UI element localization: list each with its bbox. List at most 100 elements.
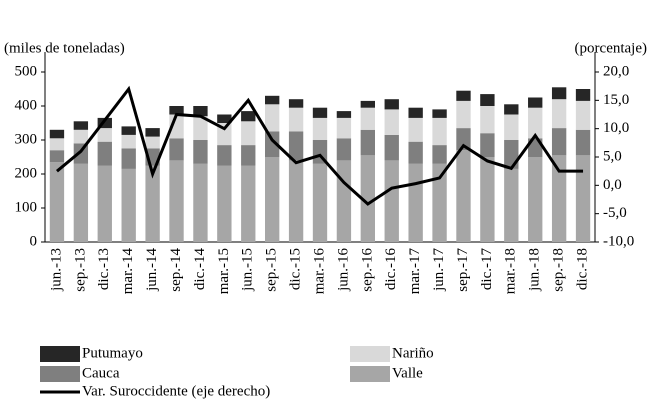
legend-label: Cauca (82, 365, 120, 381)
bar (145, 128, 160, 137)
x-tick-label: dic.-13 (96, 248, 112, 290)
bar (408, 163, 423, 242)
legend-swatch (350, 346, 390, 362)
bar (384, 134, 399, 161)
bar (551, 128, 567, 156)
bar (97, 117, 112, 129)
bar (241, 145, 256, 166)
y2-tick-label: 20,0 (603, 63, 629, 79)
bar (432, 117, 447, 146)
bar (575, 155, 591, 242)
bar (265, 104, 280, 132)
x-tick-label: dic.-17 (479, 248, 495, 291)
x-tick-label: mar.-16 (311, 248, 327, 295)
bar (551, 99, 567, 129)
x-tick-label: mar.-17 (407, 248, 423, 295)
legend-label: Valle (392, 365, 423, 381)
x-tick-label: mar.-18 (503, 248, 519, 294)
bar (360, 155, 375, 242)
y-tick-label: 0 (30, 233, 38, 249)
legend-label: Var. Suroccidente (eje derecho) (82, 383, 270, 399)
bar (480, 157, 495, 242)
bar (241, 111, 256, 122)
bar (49, 162, 65, 242)
bar (217, 145, 232, 166)
y2-tick-label: 0,0 (603, 177, 622, 193)
bar (528, 157, 543, 242)
bar (193, 163, 208, 242)
bar (575, 89, 591, 101)
bar (384, 99, 399, 110)
bar (360, 100, 375, 108)
bar (73, 163, 89, 242)
bar (193, 106, 208, 117)
bar (169, 106, 184, 115)
bar (217, 165, 232, 242)
bar (456, 100, 471, 129)
bar (528, 97, 543, 108)
bar (49, 150, 65, 163)
y2-axis-label: (porcentaje) (575, 40, 647, 56)
bar (432, 163, 447, 242)
bar (528, 107, 543, 139)
line (55, 85, 584, 206)
x-tick-label: mar.-15 (216, 248, 232, 294)
bar (336, 111, 352, 118)
bar (312, 117, 328, 140)
y-tick-label: 100 (15, 199, 38, 215)
x-tick-label: sep.-18 (551, 248, 567, 292)
bar (480, 133, 495, 157)
x-tick-label: jun.-13 (48, 248, 64, 292)
bar (121, 126, 136, 135)
bar (121, 134, 136, 149)
bar (360, 129, 375, 156)
bar (384, 109, 399, 135)
x-tick-label: sep.-13 (72, 248, 88, 292)
bar (193, 116, 208, 140)
bar (504, 168, 519, 242)
legend-swatch (350, 366, 390, 382)
bar (288, 99, 304, 108)
x-tick-label: sep.-15 (264, 248, 280, 292)
bar (575, 100, 591, 130)
bar (217, 123, 232, 146)
x-tick-label: dic.-14 (192, 248, 208, 291)
x-tick-label: dic.-15 (288, 248, 304, 290)
bar (480, 94, 495, 106)
y2-tick-label: -10,0 (603, 233, 634, 249)
y-axis-label: (miles de toneladas) (4, 40, 125, 56)
bar (456, 128, 471, 151)
y-tick-label: 200 (15, 165, 38, 181)
bar (97, 165, 112, 242)
bar (288, 160, 304, 242)
bar (384, 160, 399, 242)
bar (504, 114, 519, 140)
x-tick-label: jun.-18 (527, 248, 543, 292)
bar (432, 145, 447, 164)
x-tick-label: jun.-14 (144, 248, 160, 292)
legend-swatch (40, 346, 80, 362)
bar (504, 140, 519, 169)
y2-tick-label: 15,0 (603, 92, 629, 108)
bar (145, 136, 160, 149)
y2-tick-label: 10,0 (603, 120, 629, 136)
bar (265, 157, 280, 242)
bar (49, 138, 65, 151)
bar (312, 163, 328, 242)
bar (241, 121, 256, 146)
legend-label: Nariño (392, 345, 434, 361)
bar (432, 109, 447, 118)
y2-tick-label: 5,0 (603, 148, 622, 164)
bar (265, 95, 280, 105)
bar (408, 117, 423, 142)
y-tick-label: 300 (15, 131, 38, 147)
bar (336, 138, 352, 161)
x-tick-label: jun.-16 (335, 248, 351, 292)
bar (336, 117, 352, 139)
bar (241, 165, 256, 242)
y2-tick-label: -5,0 (603, 205, 627, 221)
y-tick-label: 400 (15, 97, 38, 113)
bar (456, 150, 471, 242)
x-tick-label: sep.-17 (455, 248, 471, 292)
